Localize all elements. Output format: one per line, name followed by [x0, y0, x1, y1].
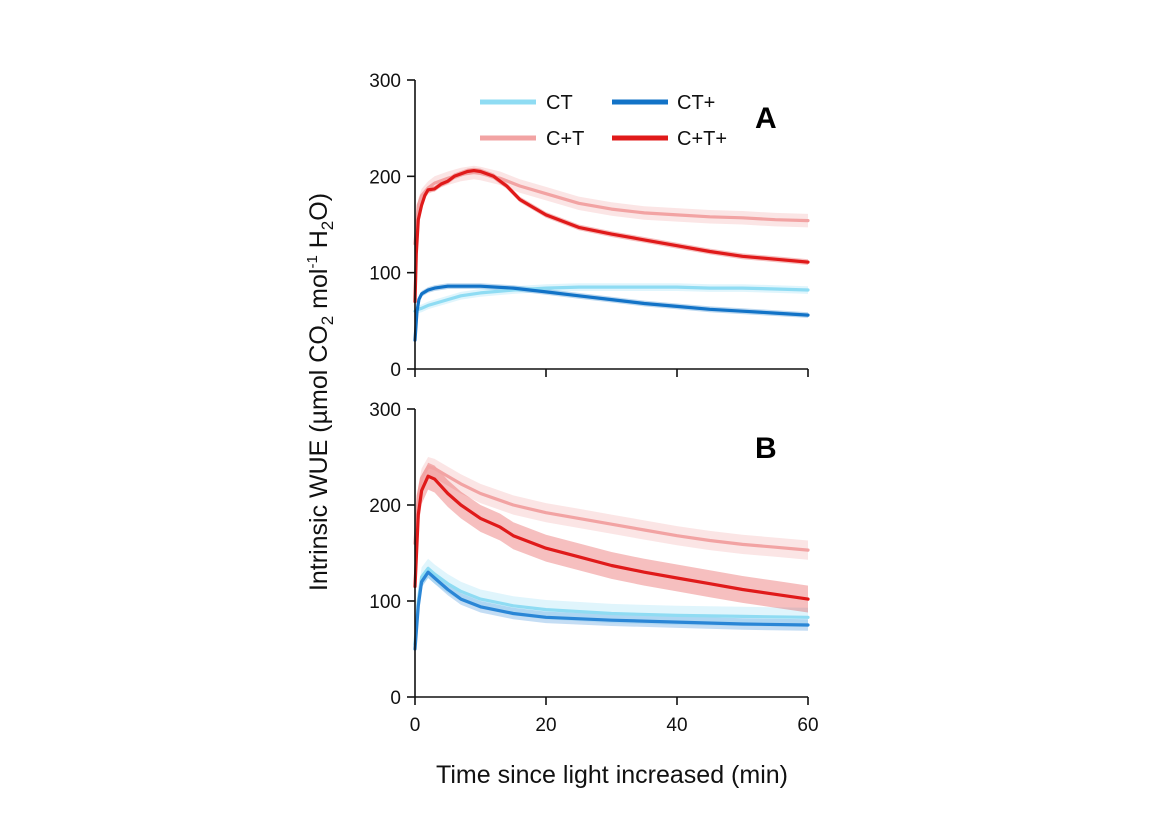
panel-b-band-c-plust-plus [415, 462, 808, 613]
panel-b-letter: B [755, 432, 777, 465]
panel-a-band-c-plust-plus [415, 167, 808, 305]
panel-a-series [413, 169, 810, 342]
panel-b-y-tick-label: 300 [369, 400, 401, 421]
panel-a-line-ct-plus [413, 284, 810, 342]
panel-b-y-tick-label: 0 [390, 688, 401, 709]
panel-b-plot: 0 100 200 300 0 20 40 60 B [369, 400, 818, 736]
panel-a-ticks: 0 100 200 300 [369, 71, 809, 381]
panel-b-ticks: 0 100 200 300 0 20 40 60 [369, 400, 818, 736]
panel-b-x-tick-label: 40 [666, 715, 687, 736]
panel-b-y-tick-label: 100 [369, 592, 401, 613]
legend: CT CT+ C+T C+T+ [480, 92, 727, 150]
legend-label-ct: CT [546, 92, 573, 114]
y-axis-title: Intrinsic WUE (µmol CO2 mol-1 H2O) [304, 193, 337, 591]
panel-b-x-tick-label: 60 [797, 715, 818, 736]
legend-label-c-plus-t: C+T [546, 128, 584, 150]
y-axis-title-sub2: 2 [318, 316, 337, 325]
panel-a-plot: 0 100 200 300 A [369, 71, 810, 381]
panel-a-band-ct-plus [415, 283, 808, 343]
panel-b-line-c-plust-plus [413, 474, 810, 601]
panel-b-band-ct [415, 558, 808, 654]
y-axis-title-sup: -1 [304, 255, 321, 268]
panel-a-y-tick-label: 0 [390, 360, 401, 381]
y-axis-title-sub-h2o: 2 [318, 221, 337, 230]
panel-a-y-tick-label: 300 [369, 71, 401, 92]
panel-a-y-tick-label: 200 [369, 167, 401, 188]
panel-b-y-tick-label: 200 [369, 496, 401, 517]
panel-b-band-c-plust [415, 457, 808, 560]
panel-b-series [413, 465, 810, 651]
panel-b-x-tick-label: 20 [535, 715, 556, 736]
panel-b-line-c-plust [413, 465, 810, 552]
panel-a-letter: A [755, 102, 777, 135]
legend-label-c-plus-t-plus: C+T+ [677, 128, 727, 150]
y-axis-title-h: H [305, 230, 333, 255]
panel-b-line-ct-plus [413, 570, 810, 651]
legend-label-ct-plus: CT+ [677, 92, 715, 114]
panel-a-line-c-plust-plus [413, 169, 810, 304]
y-axis-title-main: Intrinsic WUE (µmol CO [305, 325, 333, 591]
panel-b-x-tick-label: 0 [410, 715, 421, 736]
x-axis-title: Time since light increased (min) [436, 761, 788, 789]
y-axis-title-o: O) [305, 193, 333, 221]
panel-b-line-ct [413, 566, 810, 646]
y-axis-title-mid: mol [305, 269, 333, 316]
panel-a-y-tick-label: 100 [369, 264, 401, 285]
panel-a-bands [415, 165, 808, 343]
panel-a-line-c-plust [413, 170, 810, 246]
